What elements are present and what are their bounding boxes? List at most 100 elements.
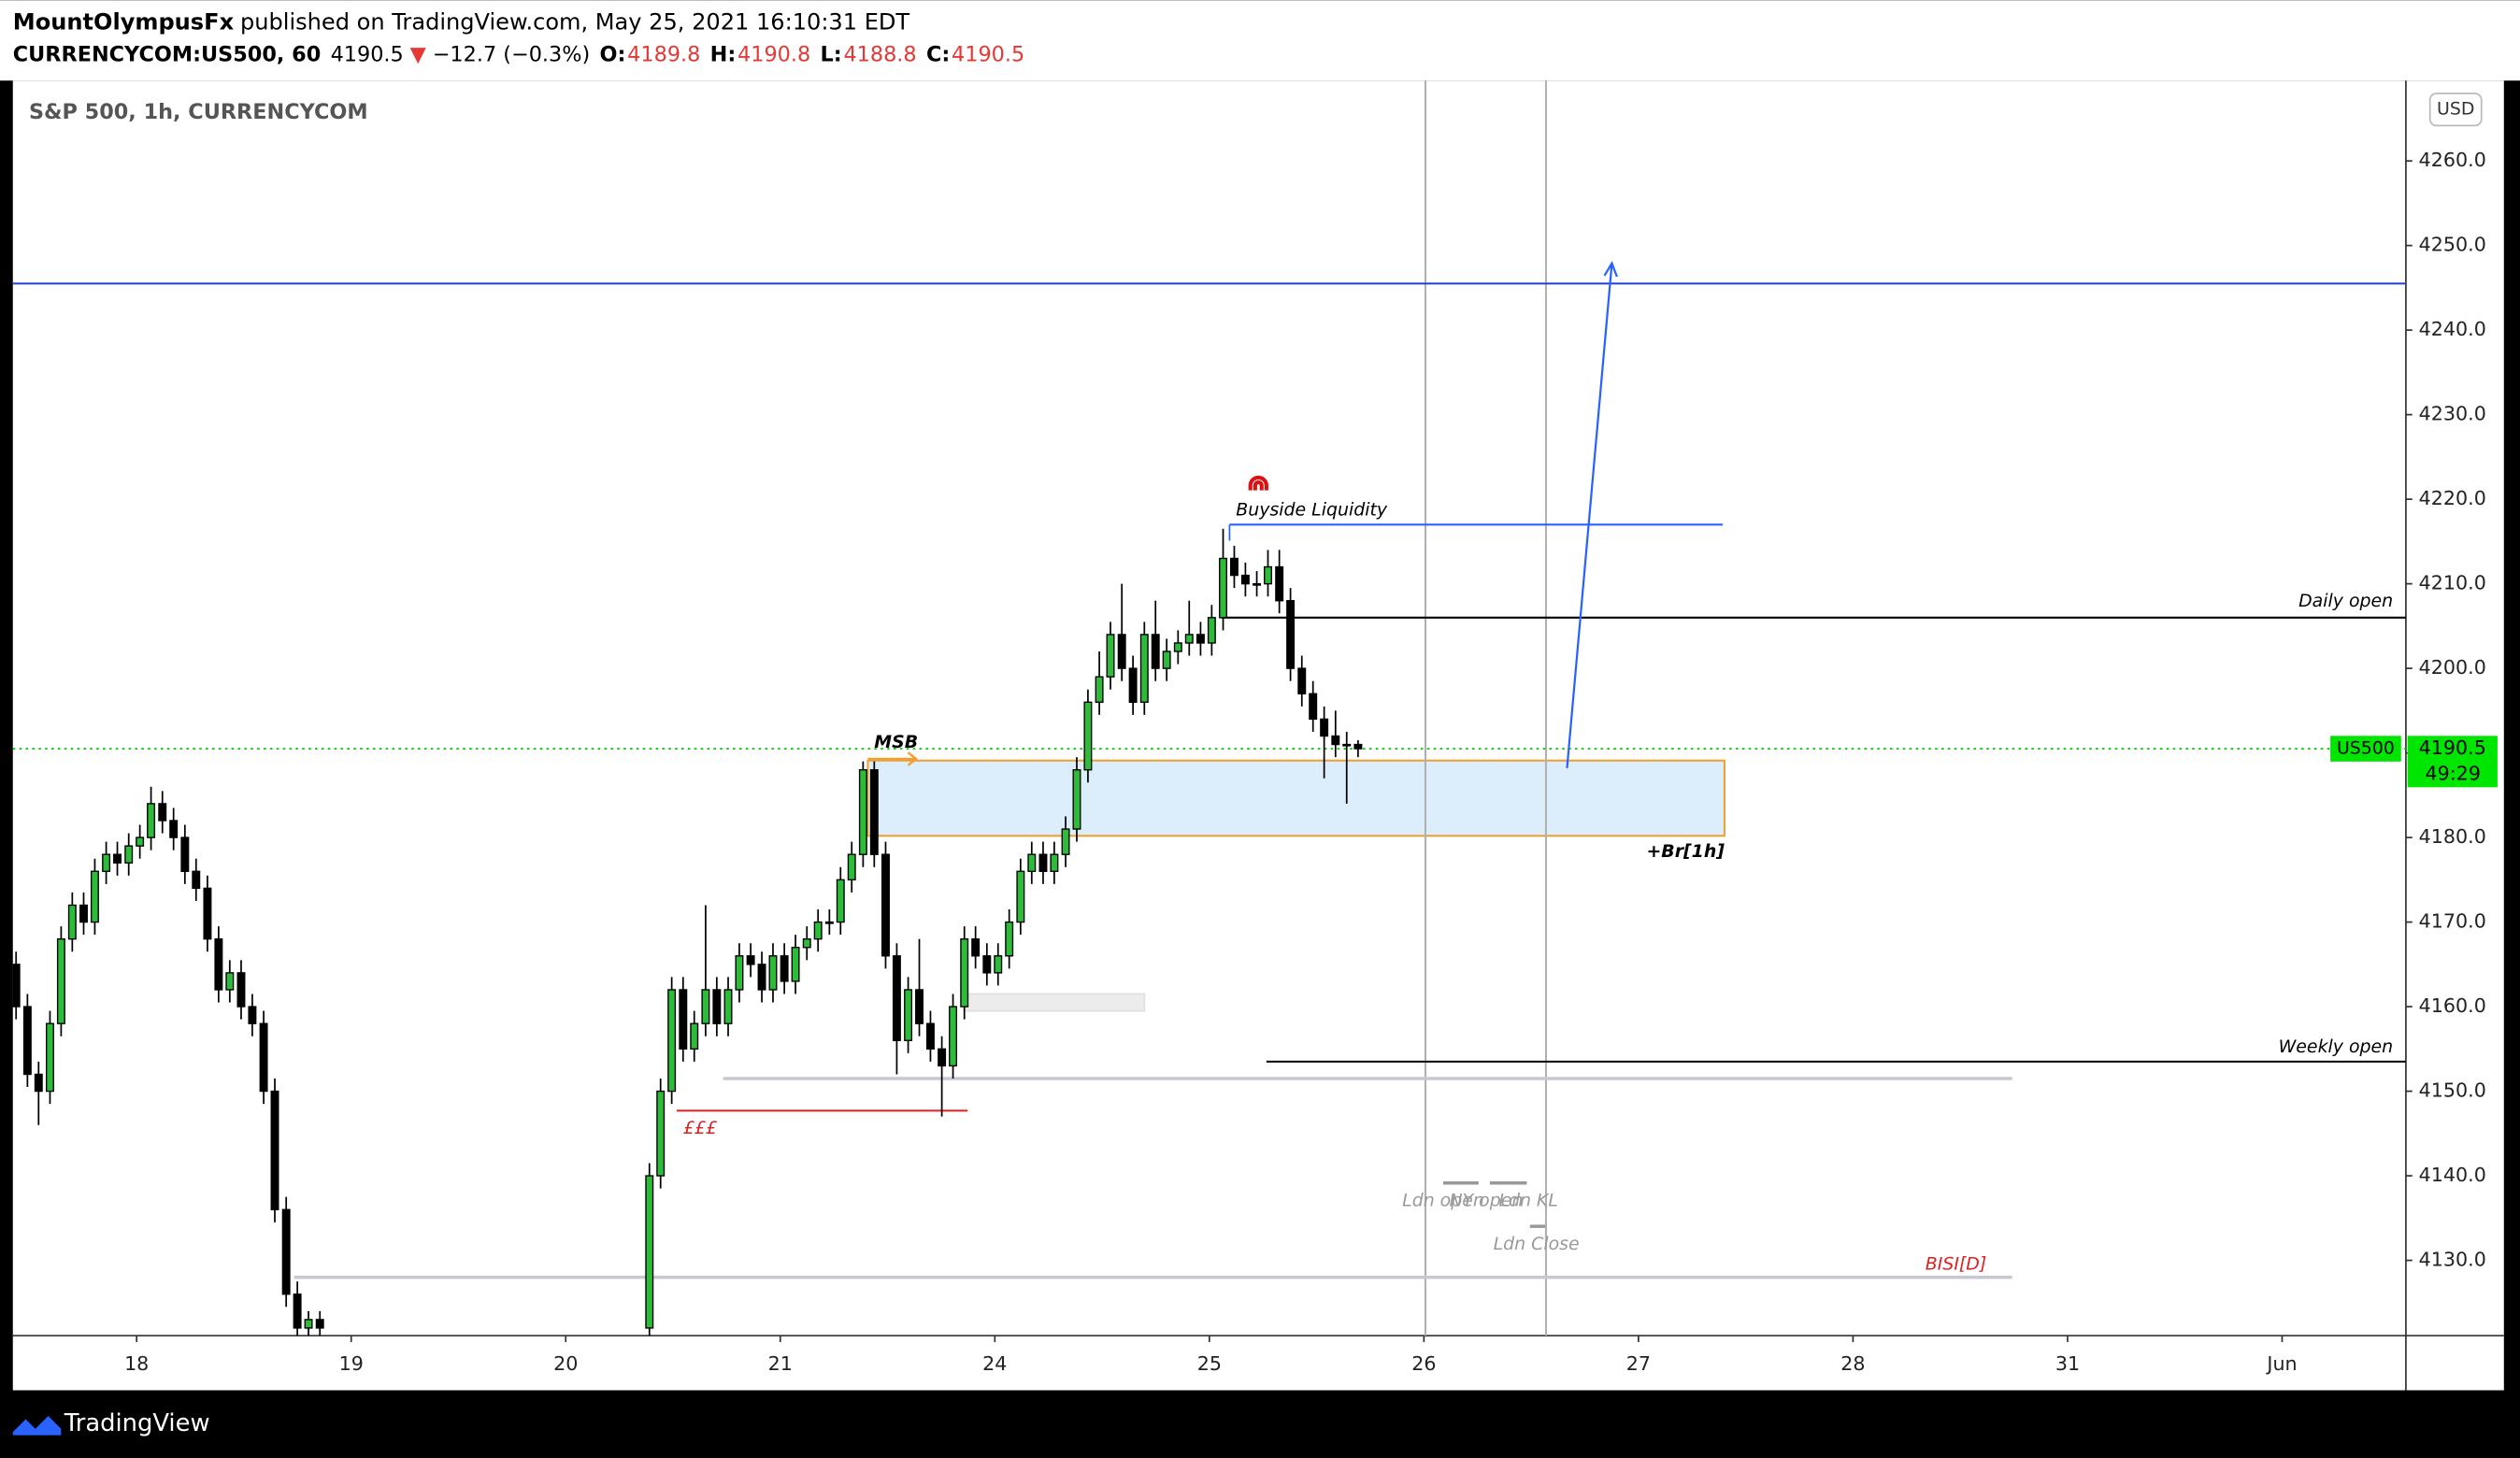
candle-body	[1275, 565, 1284, 602]
x-tick-label: 24	[982, 1352, 1007, 1375]
candle-body	[214, 937, 223, 991]
x-tick-label: 31	[2055, 1352, 2080, 1375]
candle-body	[225, 972, 235, 991]
candle-body	[1050, 853, 1059, 872]
candle-body	[56, 937, 65, 1024]
candle-body	[960, 937, 969, 1008]
candle-body	[1139, 634, 1149, 704]
symbol-tag-label: US500	[2337, 738, 2395, 759]
x-tick-label: Jun	[2265, 1352, 2297, 1375]
symbol-tag	[2330, 736, 2401, 762]
candle-body	[1184, 634, 1194, 644]
published: published on TradingView.com, May 25, 20…	[240, 8, 909, 35]
candle-body	[858, 769, 867, 855]
candle-body	[1286, 600, 1296, 669]
candle-body	[45, 1022, 54, 1093]
candle-body	[1342, 743, 1352, 747]
candle-body	[971, 937, 981, 957]
plot-layer: 4130.0 4140.0 4150.0 4160.0 4170.0 4180.0 4190…	[12, 80, 2498, 1375]
projection-arrow	[1566, 261, 1618, 768]
candle-body	[270, 1090, 279, 1210]
session-label: Ldn Close	[1494, 1234, 1580, 1254]
level-label: £££	[683, 1118, 718, 1138]
ohlc-key: C:	[926, 42, 950, 66]
candle-body	[746, 955, 755, 965]
candle-body	[712, 989, 722, 1024]
currency-box[interactable]	[2428, 93, 2483, 127]
y-tick-label: 4230.0	[2419, 403, 2486, 425]
candle-body	[1151, 634, 1160, 669]
candle-body	[1061, 828, 1070, 855]
author: MountOlympusFx	[13, 8, 235, 35]
candle-body	[147, 803, 156, 838]
y-tick-label: 4140.0	[2419, 1164, 2486, 1186]
y-tick-label: 4160.0	[2419, 994, 2486, 1017]
candle-body	[1219, 557, 1227, 619]
candle-body	[1016, 870, 1025, 923]
candle-body	[203, 887, 212, 940]
y-tick-label: 4130.0	[2419, 1249, 2486, 1271]
x-tick-label: 18	[124, 1352, 149, 1375]
session-label: NY open	[1449, 1191, 1523, 1211]
candle-body	[1331, 735, 1340, 746]
candle-body	[1320, 718, 1329, 737]
y-tick-label: 4200.0	[2419, 656, 2486, 679]
candle-body	[281, 1208, 291, 1295]
candle-body	[679, 989, 688, 1051]
session-label: Ldn KL	[1498, 1191, 1557, 1211]
candle-body	[79, 904, 88, 923]
zone-label: +Br[1h]	[1646, 841, 1725, 862]
last: 4190.5	[331, 42, 404, 66]
zone-box	[963, 993, 1146, 1012]
candle-body	[67, 904, 77, 940]
candle-body	[667, 989, 677, 1093]
symbol-line: CURRENCYCOM:US500, 60 4190.5 ▼ −12.7 (−0.3%…	[13, 42, 1024, 66]
x-tick-label: 26	[1411, 1352, 1436, 1375]
y-tick-label: 4220.0	[2419, 487, 2486, 509]
candle-body	[824, 921, 834, 924]
candle-body	[938, 1048, 947, 1067]
msb-arrow	[867, 751, 919, 766]
candle-body	[293, 1294, 302, 1329]
y-tick-label: 4250.0	[2419, 234, 2486, 256]
publish-line: MountOlympusFx published on TradingView.c…	[13, 8, 910, 35]
candle-body	[757, 964, 766, 991]
candle-body	[994, 955, 1003, 974]
candle-body	[1128, 667, 1138, 704]
session-dashes	[1443, 1181, 1547, 1228]
level-label: Buyside Liquidity	[1236, 499, 1388, 520]
candle-body	[701, 989, 710, 1024]
candle-body	[802, 937, 811, 949]
candle-body	[915, 989, 924, 1024]
candle-body	[248, 1006, 257, 1024]
ohlc-value: 4189.8	[627, 42, 700, 66]
candle-body	[1229, 557, 1239, 577]
level-label: BISI[D]	[1926, 1253, 1986, 1274]
level-label: Daily open	[2298, 591, 2393, 611]
candle-body	[780, 955, 789, 982]
candle-body	[656, 1090, 666, 1177]
candle-body	[236, 972, 246, 1008]
session-label: Ldn open	[1402, 1191, 1484, 1211]
candle-body	[1005, 921, 1014, 957]
candle-body	[1106, 634, 1115, 678]
candle-body	[645, 1175, 654, 1329]
y-tick-label: 4210.0	[2419, 572, 2486, 594]
candle-body	[1072, 769, 1081, 830]
candle-body	[925, 1022, 935, 1051]
ohlc-value: 4188.8	[843, 42, 916, 66]
currency: USD	[2437, 99, 2474, 120]
price-tag	[2407, 736, 2498, 788]
candle-body	[735, 955, 744, 991]
candle-body	[1196, 634, 1205, 644]
candle-body	[169, 820, 179, 838]
candle-body	[113, 853, 122, 864]
countdown: 49:29	[2426, 763, 2481, 785]
candle-body	[847, 853, 856, 881]
symbol: CURRENCYCOM:US500, 60	[13, 42, 322, 66]
candle-body	[259, 1022, 268, 1093]
ohlc-value: 4190.8	[737, 42, 810, 66]
level-label: Weekly open	[2279, 1036, 2394, 1057]
